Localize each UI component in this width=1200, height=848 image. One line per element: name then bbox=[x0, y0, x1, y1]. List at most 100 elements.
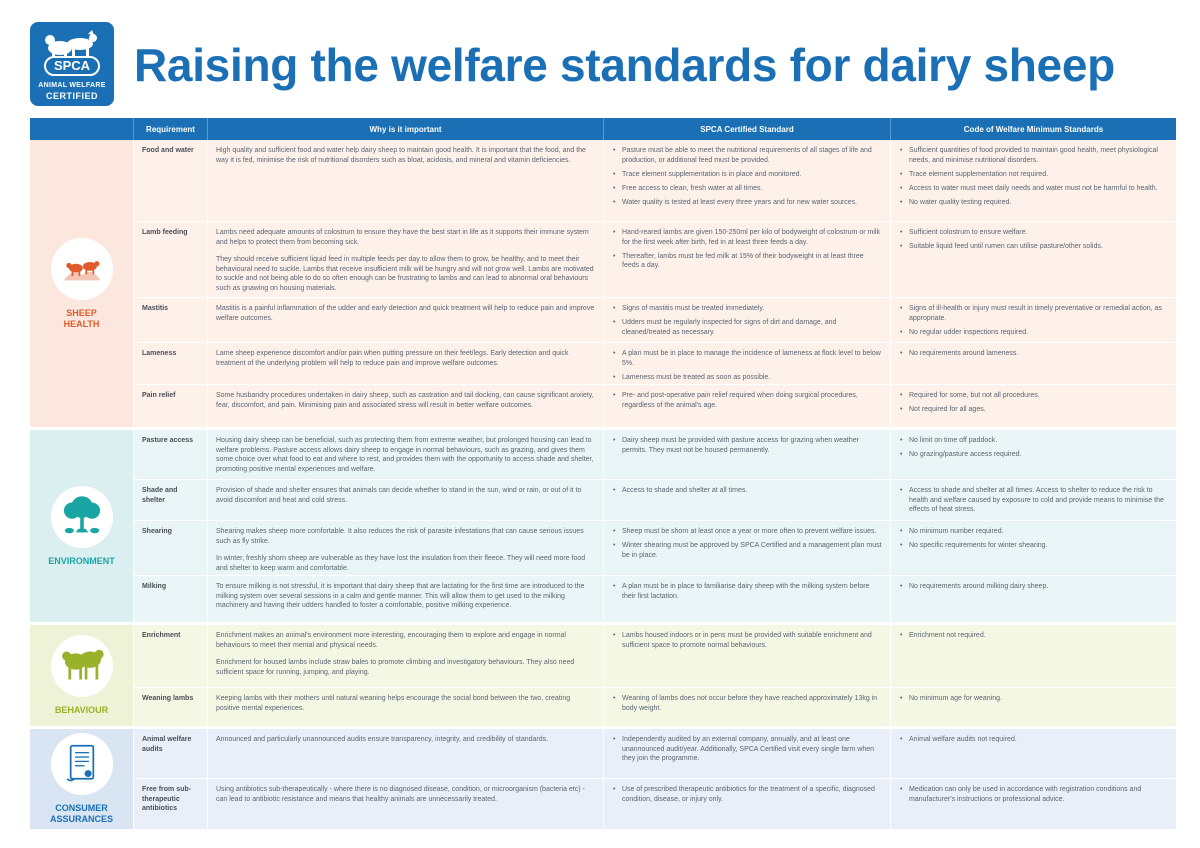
code-of-welfare-cell: Access to shade and shelter at all times… bbox=[891, 480, 1176, 520]
requirement-cell: Pasture access bbox=[134, 430, 208, 479]
category-label: SHEEP HEALTH bbox=[63, 307, 100, 329]
spca-standard-item: A plan must be in place to manage the in… bbox=[612, 349, 882, 368]
table-row: Weaning lambs Keeping lambs with their mo… bbox=[134, 688, 1176, 726]
header-category bbox=[30, 118, 134, 140]
code-of-welfare-list: Required for some, but not all procedure… bbox=[899, 391, 1168, 415]
spca-standard-cell: Weaning of lambs does not occur before t… bbox=[604, 688, 891, 726]
code-of-welfare-item: No specific requirements for winter shea… bbox=[899, 541, 1168, 551]
certificate-scroll-icon bbox=[50, 733, 113, 795]
spca-standard-item: Water quality is tested at least every t… bbox=[612, 198, 882, 208]
code-of-welfare-cell: Medication can only be used in accordanc… bbox=[891, 779, 1176, 829]
table-header: Requirement Why is it important SPCA Cer… bbox=[30, 118, 1176, 140]
requirement-cell: Lamb feeding bbox=[134, 222, 208, 297]
animals-silhouette-icon bbox=[45, 30, 97, 58]
section-rows: Pasture access Housing dairy sheep can be… bbox=[134, 430, 1176, 622]
why-cell: Lame sheep experience discomfort and/or … bbox=[208, 343, 604, 384]
code-of-welfare-cell: No limit on time off paddock. No grazing/… bbox=[891, 430, 1176, 479]
code-of-welfare-list: No limit on time off paddock. No grazing/… bbox=[899, 436, 1168, 460]
spca-standard-list: Sheep must be shorn at least once a year… bbox=[612, 527, 882, 560]
standards-table: Requirement Why is it important SPCA Cer… bbox=[30, 118, 1176, 829]
why-paragraph: Lame sheep experience discomfort and/or … bbox=[216, 350, 569, 367]
table-row: Food and water High quality and sufficien… bbox=[134, 140, 1176, 222]
table-row: Pasture access Housing dairy sheep can be… bbox=[134, 430, 1176, 480]
table-body: SHEEP HEALTH Food and water High quality a… bbox=[30, 140, 1176, 829]
why-cell: Housing dairy sheep can be beneficial, s… bbox=[208, 430, 604, 479]
code-of-welfare-item: Required for some, but not all procedure… bbox=[899, 391, 1168, 401]
code-of-welfare-item: No water quality testing required. bbox=[899, 198, 1168, 208]
why-paragraph: Announced and particularly unannounced a… bbox=[216, 736, 549, 743]
section-consumer-assurances: CONSUMER ASSURANCES Animal welfare audits… bbox=[30, 729, 1176, 829]
table-row: Shearing Shearing makes sheep more comfor… bbox=[134, 521, 1176, 576]
section-environment: ENVIRONMENT Pasture access Housing dairy s… bbox=[30, 430, 1176, 622]
code-of-welfare-item: Access to shade and shelter at all times… bbox=[899, 486, 1168, 515]
spca-standard-item: Pre- and post-operative pain relief requ… bbox=[612, 391, 882, 410]
spca-standard-cell: Hand-reared lambs are given 150-250ml pe… bbox=[604, 222, 891, 297]
why-paragraph: Enrichment makes an animal's environment… bbox=[216, 632, 566, 649]
spca-standard-list: A plan must be in place to manage the in… bbox=[612, 349, 882, 382]
category-cell: SHEEP HEALTH bbox=[30, 140, 134, 427]
why-paragraph: Using antibiotics sub-therapeutically - … bbox=[216, 786, 585, 803]
logo-line1: ANIMAL WELFARE bbox=[38, 82, 106, 89]
spca-standard-cell: A plan must be in place to familiarise d… bbox=[604, 576, 891, 622]
code-of-welfare-list: Sufficient quantities of food provided t… bbox=[899, 146, 1168, 207]
section-sheep-health: SHEEP HEALTH Food and water High quality a… bbox=[30, 140, 1176, 427]
spca-standard-item: Weaning of lambs does not occur before t… bbox=[612, 694, 882, 713]
code-of-welfare-item: Medication can only be used in accordanc… bbox=[899, 785, 1168, 804]
code-of-welfare-item: No requirements around lameness. bbox=[899, 349, 1168, 359]
category-label: CONSUMER ASSURANCES bbox=[49, 803, 113, 824]
code-of-welfare-cell: No minimum number required. No specific r… bbox=[891, 521, 1176, 575]
section-behaviour: BEHAVIOUR Enrichment Enrichment makes an a… bbox=[30, 625, 1176, 726]
sheep-pair-icon bbox=[50, 635, 113, 697]
requirement-cell: Pain relief bbox=[134, 385, 208, 427]
requirement-cell: Mastitis bbox=[134, 298, 208, 342]
requirement-cell: Shearing bbox=[134, 521, 208, 575]
spca-standard-item: Lameness must be treated as soon as poss… bbox=[612, 373, 882, 383]
code-of-welfare-item: Animal welfare audits not required. bbox=[899, 735, 1168, 745]
why-paragraph: To ensure milking is not stressful, it i… bbox=[216, 583, 585, 609]
spca-standard-item: Lambs housed indoors or in pens must be … bbox=[612, 631, 882, 650]
spca-standard-list: Weaning of lambs does not occur before t… bbox=[612, 694, 882, 713]
spca-standard-cell: Lambs housed indoors or in pens must be … bbox=[604, 625, 891, 687]
code-of-welfare-cell: Signs of ill-health or injury must resul… bbox=[891, 298, 1176, 342]
spca-standard-list: Dairy sheep must be provided with pastur… bbox=[612, 436, 882, 455]
why-paragraph: High quality and sufficient food and wat… bbox=[216, 147, 586, 164]
code-of-welfare-item: Not required for all ages. bbox=[899, 405, 1168, 415]
code-of-welfare-item: Access to water must meet daily needs an… bbox=[899, 184, 1168, 194]
code-of-welfare-item: No requirements around milking dairy she… bbox=[899, 582, 1168, 592]
spca-standard-item: Winter shearing must be approved by SPCA… bbox=[612, 541, 882, 560]
spca-standard-list: Independently audited by an external com… bbox=[612, 735, 882, 764]
logo-line2: CERTIFIED bbox=[45, 91, 98, 101]
why-paragraph: Keeping lambs with their mothers until n… bbox=[216, 695, 571, 712]
spca-standard-list: Hand-reared lambs are given 150-250ml pe… bbox=[612, 228, 882, 271]
table-row: Pain relief Some husbandry procedures und… bbox=[134, 385, 1176, 427]
code-of-welfare-item: Suitable liquid feed until rumen can uti… bbox=[899, 242, 1168, 252]
code-of-welfare-list: No minimum age for weaning. bbox=[899, 694, 1168, 704]
why-cell: Provision of shade and shelter ensures t… bbox=[208, 480, 604, 520]
spca-standard-item: Hand-reared lambs are given 150-250ml pe… bbox=[612, 228, 882, 247]
why-paragraph: Shearing makes sheep more comfortable. I… bbox=[216, 528, 584, 545]
code-of-welfare-list: Enrichment not required. bbox=[899, 631, 1168, 641]
spca-standard-cell: Use of prescribed therapeutic antibiotic… bbox=[604, 779, 891, 829]
header-code: Code of Welfare Minimum Standards bbox=[963, 124, 1104, 134]
requirement-cell: Shade and shelter bbox=[134, 480, 208, 520]
why-paragraph: They should receive sufficient liquid fe… bbox=[216, 256, 594, 292]
spca-standard-list: Signs of mastitis must be treated immedi… bbox=[612, 304, 882, 337]
why-cell: Lambs need adequate amounts of colostrum… bbox=[208, 222, 604, 297]
table-row: Shade and shelter Provision of shade and … bbox=[134, 480, 1176, 521]
code-of-welfare-cell: No minimum age for weaning. bbox=[891, 688, 1176, 726]
code-of-welfare-item: Sufficient colostrum to ensure welfare. bbox=[899, 228, 1168, 238]
why-paragraph: Lambs need adequate amounts of colostrum… bbox=[216, 229, 589, 246]
code-of-welfare-cell: Sufficient colostrum to ensure welfare. S… bbox=[891, 222, 1176, 297]
code-of-welfare-list: Signs of ill-health or injury must resul… bbox=[899, 304, 1168, 337]
category-cell: BEHAVIOUR bbox=[30, 625, 134, 726]
code-of-welfare-item: No limit on time off paddock. bbox=[899, 436, 1168, 446]
spca-standard-cell: Signs of mastitis must be treated immedi… bbox=[604, 298, 891, 342]
spca-standard-list: Use of prescribed therapeutic antibiotic… bbox=[612, 785, 882, 804]
why-paragraph: Mastitis is a painful inflammation of th… bbox=[216, 305, 595, 322]
why-cell: Using antibiotics sub-therapeutically - … bbox=[208, 779, 604, 829]
code-of-welfare-list: Sufficient colostrum to ensure welfare. S… bbox=[899, 228, 1168, 252]
table-row: Enrichment Enrichment makes an animal's e… bbox=[134, 625, 1176, 688]
logo-name: SPCA bbox=[44, 56, 100, 76]
requirement-cell: Lameness bbox=[134, 343, 208, 384]
code-of-welfare-cell: Enrichment not required. bbox=[891, 625, 1176, 687]
